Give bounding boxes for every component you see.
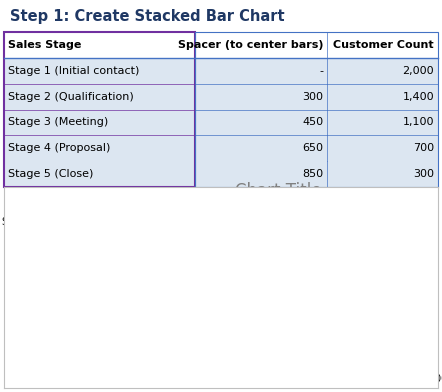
- Bar: [195, 161, 327, 187]
- Bar: [124, 340, 229, 357]
- Bar: [4, 109, 195, 135]
- Bar: [124, 244, 161, 261]
- Text: 700: 700: [413, 143, 434, 153]
- Bar: [4, 32, 195, 187]
- Text: 300: 300: [413, 169, 434, 179]
- Bar: [195, 32, 438, 187]
- Bar: [327, 58, 438, 84]
- Bar: [124, 276, 179, 293]
- Text: Step 1: Create Stacked Bar Chart: Step 1: Create Stacked Bar Chart: [10, 9, 284, 24]
- Bar: [195, 32, 327, 58]
- Bar: [124, 308, 204, 325]
- Bar: [327, 161, 438, 187]
- Bar: [4, 58, 195, 84]
- Bar: [4, 135, 195, 161]
- Text: Stage 3 (Meeting): Stage 3 (Meeting): [8, 118, 108, 127]
- Text: Stage 2 (Qualification): Stage 2 (Qualification): [8, 92, 133, 102]
- Text: Spacer (to center bars): Spacer (to center bars): [178, 40, 324, 50]
- Text: Customer Count: Customer Count: [334, 40, 434, 50]
- Text: 450: 450: [302, 118, 324, 127]
- Text: 1,400: 1,400: [403, 92, 434, 102]
- Text: 2,000: 2,000: [403, 66, 434, 76]
- Bar: [161, 244, 334, 261]
- Bar: [327, 135, 438, 161]
- Bar: [327, 84, 438, 109]
- Bar: [4, 32, 195, 58]
- Text: -: -: [320, 66, 324, 76]
- Bar: [327, 109, 438, 135]
- Bar: [124, 212, 371, 229]
- Bar: [229, 340, 266, 357]
- Title: Chart Title: Chart Title: [235, 182, 322, 200]
- Bar: [4, 84, 195, 109]
- Bar: [195, 109, 327, 135]
- Bar: [4, 161, 195, 187]
- Text: 650: 650: [303, 143, 324, 153]
- Bar: [195, 58, 327, 84]
- Text: Stage 4 (Proposal): Stage 4 (Proposal): [8, 143, 110, 153]
- Text: 850: 850: [302, 169, 324, 179]
- Bar: [195, 84, 327, 109]
- Text: 1,100: 1,100: [403, 118, 434, 127]
- Text: Stage 1 (Initial contact): Stage 1 (Initial contact): [8, 66, 139, 76]
- Text: 300: 300: [303, 92, 324, 102]
- Bar: [204, 308, 291, 325]
- Bar: [195, 135, 327, 161]
- Text: Stage 5 (Close): Stage 5 (Close): [8, 169, 93, 179]
- Bar: [179, 276, 316, 293]
- Bar: [327, 32, 438, 58]
- Text: Sales Stage: Sales Stage: [8, 40, 81, 50]
